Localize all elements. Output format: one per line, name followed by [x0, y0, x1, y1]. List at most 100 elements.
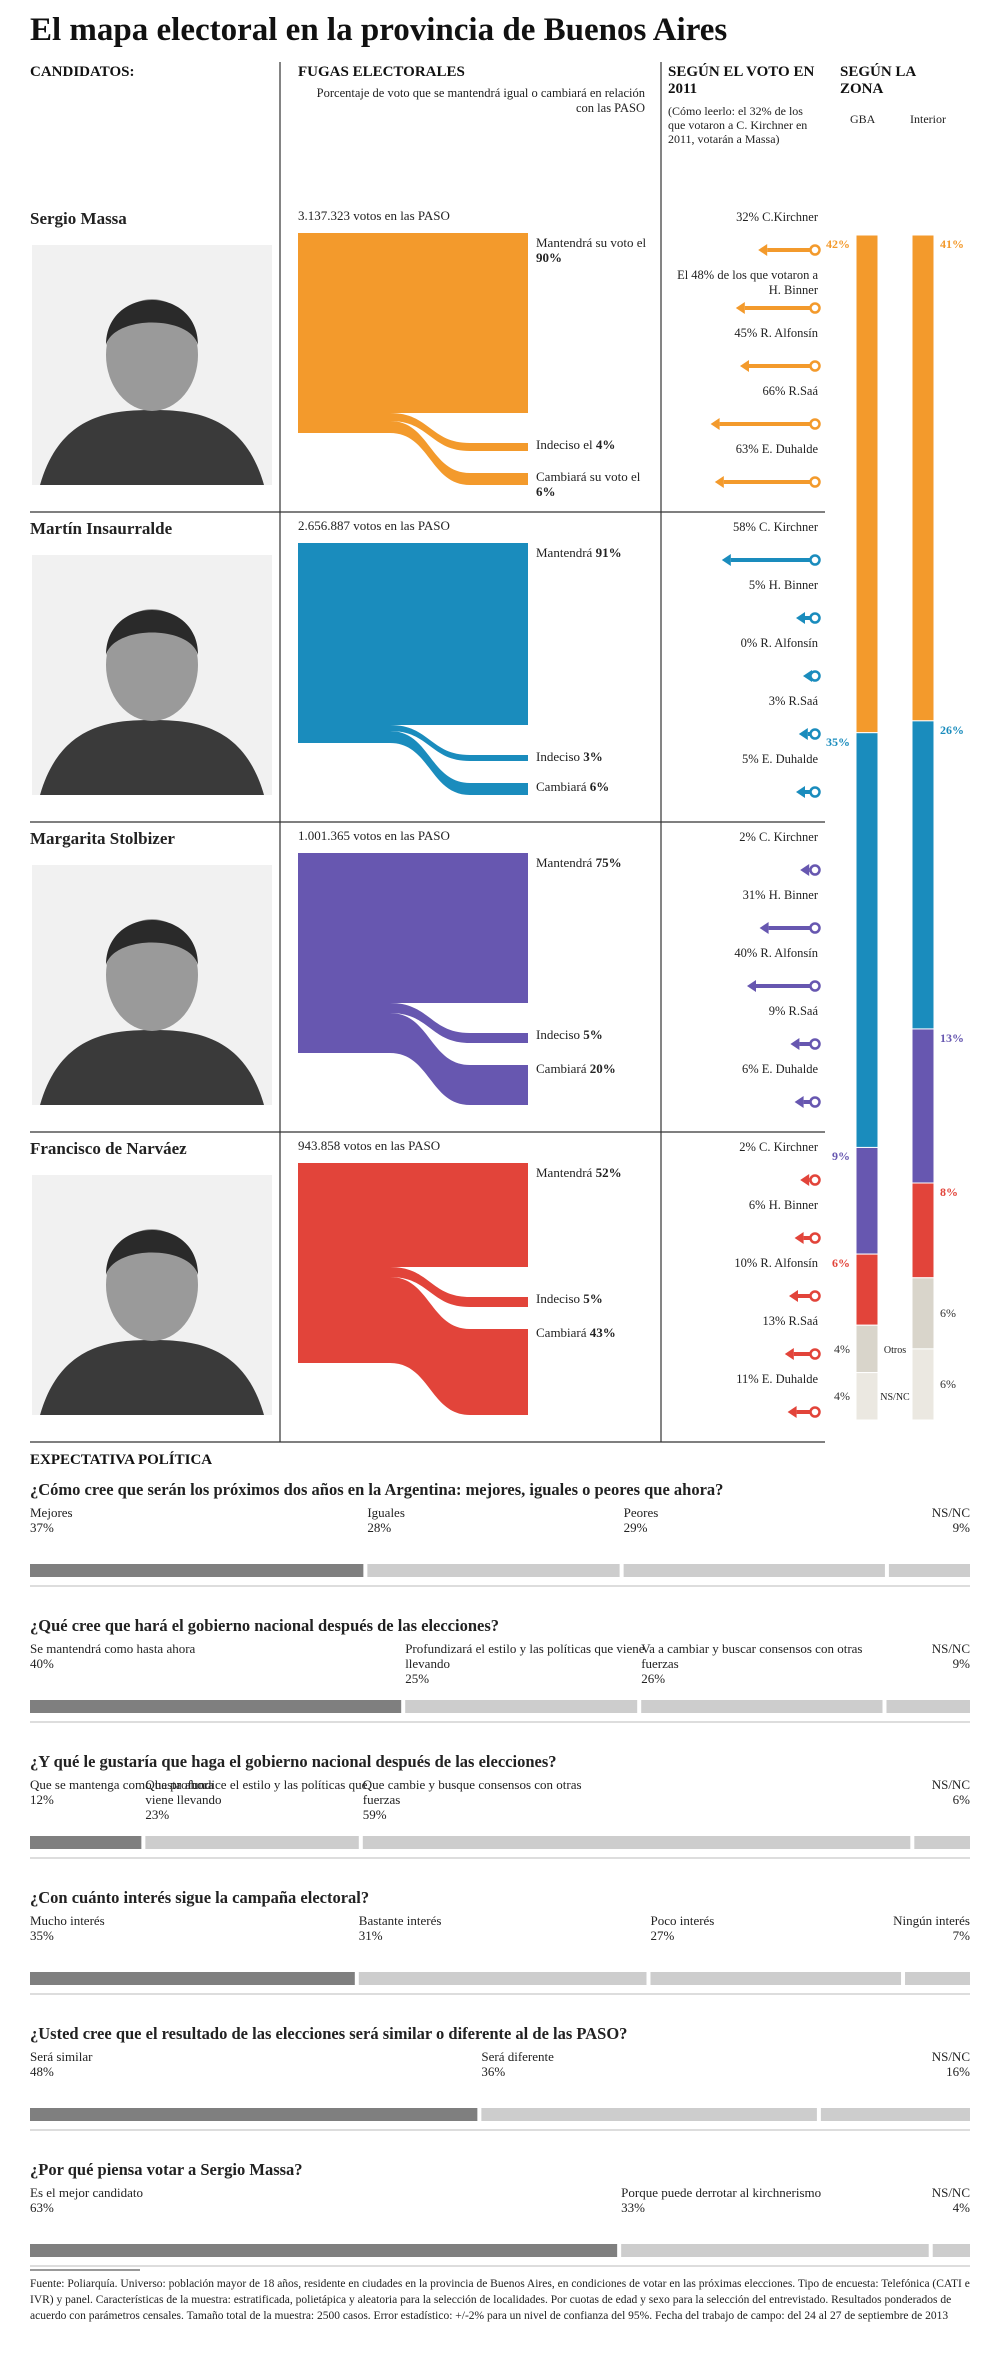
- question: ¿Qué cree que hará el gobierno nacional …: [30, 1616, 500, 1635]
- question: ¿Y qué le gustaría que haga el gobierno …: [30, 1752, 557, 1771]
- option-bar: [145, 1836, 359, 1849]
- photo-head: [106, 299, 198, 411]
- question: ¿Con cuánto interés sigue la campaña ele…: [30, 1888, 370, 1907]
- option-value: 48%: [30, 2064, 54, 2079]
- arrow-origin: [809, 864, 821, 876]
- candidate-name: Francisco de Narváez: [30, 1139, 187, 1158]
- option-text: NS/NC: [931, 1641, 970, 1656]
- vote2011-label: 32% C.Kirchner: [736, 210, 818, 224]
- zone-label: 4%: [834, 1341, 850, 1356]
- flow-label: Cambiará 20%: [536, 1061, 656, 1076]
- option-bar: [367, 1564, 620, 1577]
- option-text: NS/NC: [931, 1777, 970, 1792]
- option-label: Porque puede derrotar al kirchnerismo 33%: [621, 2185, 861, 2215]
- option-value: 12%: [30, 1792, 54, 1807]
- option-bar: [621, 2244, 929, 2257]
- zone-segment: [911, 1277, 935, 1350]
- vote2011-header: SEGÚN EL VOTO EN 2011: [668, 64, 815, 97]
- question: ¿Por qué piensa votar a Sergio Massa?: [30, 2160, 303, 2179]
- arrow-origin: [809, 980, 821, 992]
- option-value: 31%: [358, 1928, 383, 1943]
- flow-change: [298, 1277, 528, 1415]
- option-bar: [481, 2108, 817, 2121]
- option-label: Mejores 37%: [30, 1505, 270, 1535]
- zone-header: SEGÚN LA ZONA: [840, 64, 916, 97]
- flows-subtitle: Porcentaje de voto que se mantendrá igua…: [316, 86, 645, 115]
- arrow-origin: [809, 1174, 821, 1186]
- vote2011-label: 11% E. Duhalde: [736, 1372, 818, 1386]
- flow-change: [298, 731, 528, 795]
- vote2011-label: 2% C. Kirchner: [739, 830, 818, 844]
- option-value: 36%: [481, 2064, 506, 2079]
- flow-label-text: Indeciso: [536, 1027, 581, 1042]
- flow-value: 20%: [589, 1061, 616, 1076]
- flow-label: Cambiará 6%: [536, 779, 656, 794]
- flow-value: 5%: [583, 1027, 603, 1042]
- flow-value: 75%: [595, 855, 622, 870]
- option-text: Se mantendrá como hasta ahora: [30, 1641, 196, 1656]
- option-text: NS/NC: [931, 2049, 970, 2064]
- option-label: Bastante interés 31%: [359, 1913, 599, 1943]
- photo-head: [106, 1229, 198, 1341]
- flow-value: 3%: [583, 749, 603, 764]
- flow-label: Indeciso 5%: [536, 1027, 656, 1042]
- vote2011-label: 13% R.Saá: [762, 1314, 818, 1328]
- photo-hair: [106, 1230, 198, 1275]
- flow-label: Indeciso 5%: [536, 1291, 656, 1306]
- zone-label: 4%: [834, 1389, 850, 1404]
- vote2011-label: El 48% de los que votaron a H. Binner: [677, 268, 818, 297]
- arrowhead: [803, 670, 812, 682]
- option-value: 28%: [367, 1520, 392, 1535]
- zone-segment: [855, 1253, 879, 1326]
- zone-label: 9%: [832, 1149, 850, 1164]
- option-text: Será similar: [30, 2049, 93, 2064]
- question: ¿Usted cree que el resultado de las elec…: [30, 2024, 628, 2043]
- zone-label: 35%: [826, 734, 850, 749]
- vote2011-label: 5% H. Binner: [748, 578, 818, 592]
- flow-value: 90%: [536, 250, 562, 265]
- arrow-origin: [809, 476, 821, 488]
- vote2011-label: 9% R.Saá: [768, 1004, 818, 1018]
- option-text: Iguales: [367, 1505, 405, 1520]
- vote2011-label: 0% R. Alfonsín: [740, 636, 818, 650]
- flow-label-text: Indeciso el: [536, 437, 593, 452]
- flow-value: 91%: [595, 545, 622, 560]
- flow-label-text: Mantendrá su voto el: [536, 235, 647, 250]
- candidate-name: Sergio Massa: [30, 209, 127, 228]
- vote2011-label: 10% R. Alfonsín: [734, 1256, 818, 1270]
- option-value: 16%: [946, 2064, 970, 2079]
- vote2011-label: 63% E. Duhalde: [735, 442, 818, 456]
- flow-label-text: Mantendrá: [536, 545, 593, 560]
- option-text: Porque puede derrotar al kirchnerismo: [621, 2185, 822, 2200]
- vote2011-label: 6% E. Duhalde: [741, 1062, 818, 1076]
- option-text: Peores: [623, 1505, 659, 1520]
- option-bar: [405, 1700, 638, 1713]
- option-label: NS/NC 6%: [730, 1777, 970, 1807]
- option-label: Es el mejor candidato 63%: [30, 2185, 270, 2215]
- photo-shoulders: [40, 410, 264, 485]
- option-label: Que se mantenga como hasta ahora 12%: [30, 1777, 270, 1807]
- flow-label: Mantendrá 52%: [536, 1165, 656, 1180]
- arrowhead: [758, 244, 768, 256]
- zone-segment: [855, 1146, 879, 1255]
- option-bar: [820, 2108, 970, 2121]
- option-value: 59%: [362, 1807, 387, 1822]
- option-label: Que profundice el estilo y las políticas…: [145, 1777, 385, 1822]
- option-value: 27%: [650, 1928, 675, 1943]
- option-text: Que se mantenga como hasta ahora: [30, 1777, 214, 1792]
- arrow-origin: [809, 1096, 821, 1108]
- zone-segment: [911, 1348, 935, 1421]
- flow-label-text: Mantendrá: [536, 1165, 593, 1180]
- title: El mapa electoral en la provincia de Bue…: [30, 12, 728, 48]
- zone-segment: [911, 234, 935, 722]
- flow-label: Cambiará 43%: [536, 1325, 656, 1340]
- flow-label: Indeciso el 4%: [536, 437, 656, 452]
- arrow-origin: [809, 670, 821, 682]
- paso-votes: 1.001.365 votos en las PASO: [298, 828, 450, 843]
- question: ¿Cómo cree que serán los próximos dos añ…: [30, 1480, 724, 1499]
- option-label: Ningún interés 7%: [730, 1913, 970, 1943]
- vote2011-label: 5% E. Duhalde: [741, 752, 818, 766]
- photo-hair: [106, 920, 198, 965]
- option-value: 37%: [30, 1520, 54, 1535]
- zone-label: 42%: [826, 237, 850, 251]
